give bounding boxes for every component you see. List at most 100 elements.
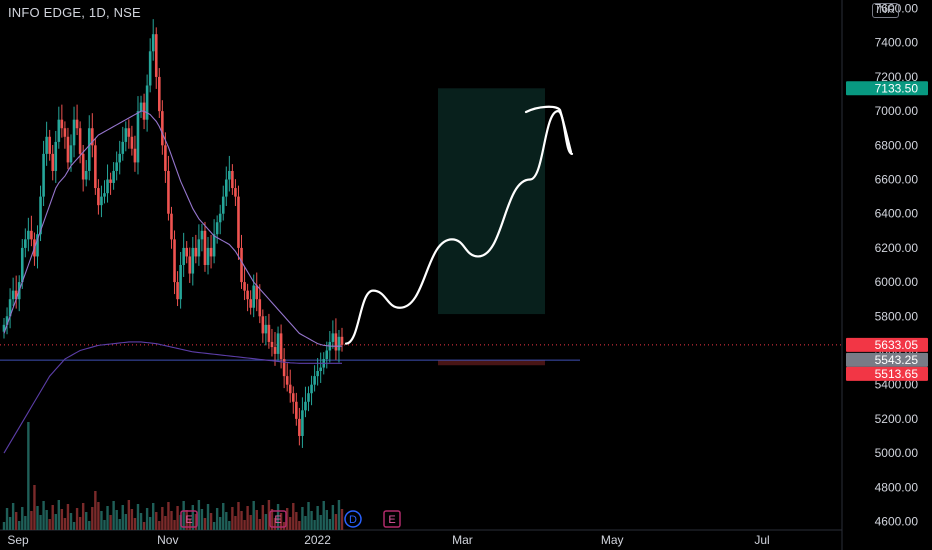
candle-body xyxy=(206,247,210,265)
candle-body xyxy=(60,119,64,129)
volume-bar xyxy=(273,518,277,530)
volume-bar xyxy=(340,509,344,530)
volume-bar xyxy=(270,509,274,530)
candle-body xyxy=(54,141,58,171)
y-tick-label: 7600.00 xyxy=(875,2,919,16)
candle-body xyxy=(234,188,237,197)
candle-body xyxy=(209,247,213,257)
candle-body xyxy=(36,234,39,257)
candle-body xyxy=(94,145,97,189)
volume-bar xyxy=(215,508,219,530)
currency-badge[interactable]: INR xyxy=(872,3,899,18)
candle-body xyxy=(325,350,329,360)
volume-bar xyxy=(261,505,265,530)
volume-bar xyxy=(313,520,316,530)
candle-body xyxy=(75,119,79,129)
volume-bar xyxy=(57,500,61,530)
candle-body xyxy=(11,290,15,300)
candle-body xyxy=(285,376,289,385)
volume-bar xyxy=(197,500,201,530)
volume-bar xyxy=(167,502,170,530)
volume-bar xyxy=(267,500,271,530)
volume-bar xyxy=(282,522,286,530)
chart-title: INFO EDGE, 1D, NSE xyxy=(8,5,141,20)
volume-bar xyxy=(5,508,9,530)
volume-bar xyxy=(225,512,228,530)
volume-bar xyxy=(173,520,176,530)
volume-bar xyxy=(142,522,146,530)
x-tick-label: 2022 xyxy=(304,533,331,547)
volume-bar xyxy=(21,507,24,530)
price-label: 5633.05 xyxy=(875,338,919,352)
candle-body xyxy=(218,213,222,223)
candle-body xyxy=(27,230,30,240)
candle-body xyxy=(91,128,94,146)
volume-bar xyxy=(301,507,304,530)
volume-bar xyxy=(319,515,322,530)
volume-bar xyxy=(307,502,310,530)
candle-body xyxy=(291,393,295,402)
volume-bar xyxy=(252,501,255,530)
price-label: 5543.25 xyxy=(875,353,919,367)
volume-bar xyxy=(133,518,137,530)
candle-body xyxy=(81,153,85,180)
volume-bar xyxy=(246,506,249,530)
candle-body xyxy=(197,239,201,257)
volume-bar xyxy=(27,422,30,530)
price-label: 7133.50 xyxy=(875,81,919,95)
event-marker-label: E xyxy=(274,514,281,526)
event-marker-label: E xyxy=(185,514,192,526)
candle-body xyxy=(130,136,134,149)
volume-bar xyxy=(30,511,33,530)
candle-body xyxy=(191,247,195,274)
volume-bar xyxy=(298,521,301,530)
candle-body xyxy=(24,239,27,248)
price-label-bg xyxy=(846,352,928,367)
volume-bar xyxy=(97,502,100,530)
volume-bar xyxy=(18,521,21,530)
y-tick-label: 4600.00 xyxy=(875,514,919,528)
candle-body xyxy=(133,148,137,163)
earnings-marker xyxy=(180,510,198,528)
candle-body xyxy=(215,222,219,235)
stop-zone xyxy=(438,360,545,366)
candle-body xyxy=(264,324,268,334)
candle-body xyxy=(145,85,149,120)
volume-bar xyxy=(148,517,152,530)
candle-body xyxy=(151,34,155,52)
volume-bar xyxy=(106,506,109,530)
volume-bar xyxy=(91,507,94,530)
candle-body xyxy=(170,213,173,240)
volume-bar xyxy=(170,511,173,530)
volume-bar xyxy=(276,504,280,530)
candle-body xyxy=(87,128,91,171)
candle-body xyxy=(282,359,286,377)
volume-bar xyxy=(285,508,289,530)
volume-bar xyxy=(130,509,134,530)
volume-bar xyxy=(115,510,118,530)
volume-bar xyxy=(11,503,15,530)
volume-bar xyxy=(152,503,155,530)
candle-body xyxy=(228,170,231,180)
volume-bar xyxy=(112,501,115,530)
volume-bar xyxy=(136,504,140,530)
candle-body xyxy=(279,333,283,360)
volume-bar xyxy=(33,485,36,530)
volume-bar xyxy=(249,515,252,530)
candle-body xyxy=(203,230,207,265)
y-tick-label: 6200.00 xyxy=(875,241,919,255)
volume-bar xyxy=(94,491,97,530)
volume-bar xyxy=(24,516,27,530)
volume-bar xyxy=(51,505,54,530)
volume-bar xyxy=(81,503,85,530)
candle-body xyxy=(30,230,33,240)
volume-bar xyxy=(237,502,240,530)
volume-bar xyxy=(42,501,45,530)
candle-body xyxy=(5,316,9,325)
volume-bar xyxy=(231,507,234,530)
volume-bar xyxy=(85,512,88,530)
volume-bar xyxy=(304,516,307,530)
candle-body xyxy=(115,162,118,171)
candle-body xyxy=(51,153,55,171)
